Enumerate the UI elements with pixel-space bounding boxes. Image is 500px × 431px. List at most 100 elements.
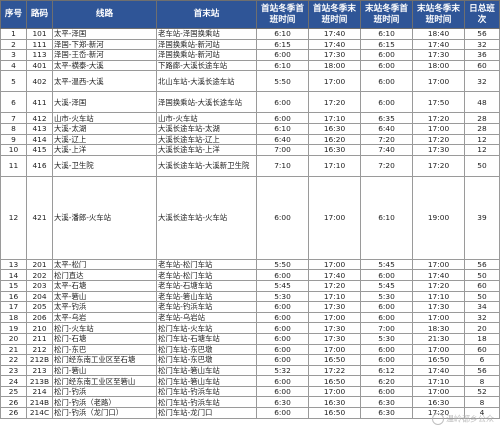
row-no: 6 <box>0 91 27 114</box>
row-last-last: 17:40 <box>412 269 465 281</box>
row-code: 414 <box>26 133 53 146</box>
row-first-last: 17:10 <box>308 154 361 177</box>
row-no: 4 <box>0 59 27 72</box>
row-terminals: 老车站-箬山车站 <box>156 290 257 303</box>
row-terminals: 老车站-松门车站 <box>156 258 257 271</box>
row-total: 56 <box>464 28 500 40</box>
row-last-last: 17:00 <box>412 122 465 135</box>
row-no: 1 <box>0 28 27 40</box>
header-code: 路码 <box>26 0 53 29</box>
table-row: 18 206 太平-乌岩 老车站-乌岩站 6:00 17:00 6:00 17:00 32 <box>0 311 500 324</box>
row-total: 18 <box>464 332 500 345</box>
row-code: 205 <box>26 301 53 313</box>
row-first-last: 17:00 <box>308 343 361 356</box>
row-last-first: 6:00 <box>360 311 413 324</box>
row-terminals: 松门车站-龙门口 <box>156 407 257 419</box>
row-route: 太平-横泰-大溪 <box>52 59 157 72</box>
row-total: 56 <box>464 364 500 377</box>
row-no: 16 <box>0 290 27 303</box>
row-code: 413 <box>26 122 53 135</box>
row-route: 松门-钓浜（老路） <box>52 396 157 409</box>
row-first-first: 6:00 <box>256 407 309 419</box>
row-terminals: 松门车站-东巴墩 <box>156 343 257 356</box>
row-route: 松门-东巴 <box>52 343 157 356</box>
row-first-first: 7:00 <box>256 144 309 156</box>
row-code: 211 <box>26 332 53 345</box>
row-first-last: 16:50 <box>308 375 361 387</box>
row-last-first: 6:30 <box>360 407 413 419</box>
row-first-first: 6:00 <box>256 332 309 345</box>
row-last-first: 6:40 <box>360 122 413 135</box>
row-last-first: 6:00 <box>360 354 413 366</box>
row-no: 18 <box>0 311 27 324</box>
table-row: 25 214 松门-钓浜 松门车站-钓浜车站 6:00 17:00 6:00 17:00 52 <box>0 385 500 398</box>
header-route: 线路 <box>52 0 157 29</box>
row-terminals: 老车站-松门车站 <box>156 269 257 281</box>
row-last-last: 18:30 <box>412 322 465 334</box>
row-no: 26 <box>0 396 27 409</box>
row-first-first: 6:00 <box>256 311 309 324</box>
header-last-last: 末站冬季末班时间 <box>412 0 465 29</box>
row-code: 212 <box>26 343 53 356</box>
row-first-last: 16:30 <box>308 396 361 409</box>
row-last-last: 19:00 <box>412 175 465 260</box>
row-no: 25 <box>0 385 27 398</box>
row-route: 太平-乌岩 <box>52 311 157 324</box>
table-row: 1 101 太平-泽国 老车站-泽国换乘站 6:10 17:40 6:10 18:40 56 <box>0 28 500 40</box>
table-row: 15 203 太平-石塘 老车站-石塘车站 5:45 17:20 5:45 17:20 60 <box>0 279 500 292</box>
row-code: 214C <box>26 407 53 419</box>
header-terminals: 首末站 <box>156 0 257 29</box>
row-route: 山市-火车站 <box>52 112 157 124</box>
row-terminals: 泽国换乘站-大溪长途车站 <box>156 91 257 114</box>
row-last-last: 17:00 <box>412 70 465 93</box>
table-row: 14 202 松门直达 老车站-松门车站 6:00 17:40 6:00 17:40 50 <box>0 269 500 281</box>
row-no: 22 <box>0 354 27 366</box>
wechat-icon <box>432 413 444 425</box>
row-terminals: 大溪长途车站-辽上 <box>156 133 257 146</box>
row-terminals: 松门车站-箬山车站 <box>156 364 257 377</box>
row-first-first: 5:45 <box>256 279 309 292</box>
row-route: 大溪-卫生院 <box>52 154 157 177</box>
row-last-first: 6:00 <box>360 385 413 398</box>
row-route: 大溪-太湖 <box>52 122 157 135</box>
row-route: 大溪-辽上 <box>52 133 157 146</box>
row-code: 214 <box>26 385 53 398</box>
table-row: 17 205 太平-钓浜 老车站-钓浜车站 6:00 17:30 6:00 17:30 34 <box>0 301 500 313</box>
table-row: 7 412 山市-火车站 山市-火车站 6:00 17:10 6:35 17:20 28 <box>0 112 500 124</box>
row-no: 10 <box>0 144 27 156</box>
row-first-first: 6:00 <box>256 91 309 114</box>
row-last-last: 17:20 <box>412 279 465 292</box>
row-last-last: 17:30 <box>412 301 465 313</box>
row-total: 48 <box>464 91 500 114</box>
row-code: 412 <box>26 112 53 124</box>
table-row: 23 213 松门-箬山 松门车站-箬山车站 5:32 17:22 6:12 17:40 56 <box>0 364 500 377</box>
row-last-first: 5:45 <box>360 258 413 271</box>
row-code: 204 <box>26 290 53 303</box>
row-last-first: 6:35 <box>360 112 413 124</box>
table-row: 24 213B 松门经东南工业区至箬山 松门车站-箬山车站 6:00 16:50 6:20 1… <box>0 375 500 387</box>
row-last-first: 6:00 <box>360 70 413 93</box>
row-total: 60 <box>464 279 500 292</box>
row-code: 111 <box>26 38 53 51</box>
row-first-first: 7:10 <box>256 154 309 177</box>
row-code: 203 <box>26 279 53 292</box>
row-first-last: 17:30 <box>308 301 361 313</box>
row-route: 松门经东南工业区至石塘 <box>52 354 157 366</box>
row-code: 401 <box>26 59 53 72</box>
row-code: 213B <box>26 375 53 387</box>
table-row: 26 214C 松门-钓浜（龙门口） 松门车站-龙门口 6:00 16:50 6:30 17:… <box>0 407 500 419</box>
table-row: 21 212 松门-东巴 松门车站-东巴墩 6:00 17:00 6:00 17:00 60 <box>0 343 500 356</box>
row-route: 太平-温西-大溪 <box>52 70 157 93</box>
row-no: 24 <box>0 375 27 387</box>
row-first-first: 6:00 <box>256 322 309 334</box>
row-first-first: 6:00 <box>256 301 309 313</box>
header-last-first: 末站冬季首班时间 <box>360 0 413 29</box>
row-total: 28 <box>464 112 500 124</box>
row-terminals: 老车站-泽国换乘站 <box>156 28 257 40</box>
row-route: 松门-石塘 <box>52 332 157 345</box>
header-no: 序号 <box>0 0 27 29</box>
row-route: 太平-石塘 <box>52 279 157 292</box>
row-code: 113 <box>26 49 53 61</box>
table-row: 2 111 泽国-下郑-新河 泽国换乘站-新河站 6:15 17:40 6:15 17:40 3… <box>0 38 500 51</box>
row-first-last: 17:20 <box>308 279 361 292</box>
